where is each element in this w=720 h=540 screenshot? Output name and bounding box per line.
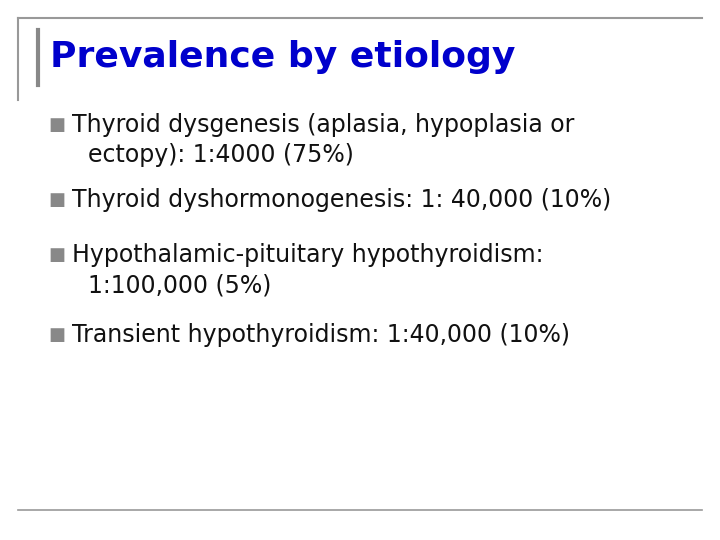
Text: Transient hypothyroidism: 1:40,000 (10%): Transient hypothyroidism: 1:40,000 (10%)	[72, 323, 570, 347]
Text: ■: ■	[48, 191, 65, 209]
Text: Thyroid dysgenesis (aplasia, hypoplasia or: Thyroid dysgenesis (aplasia, hypoplasia …	[72, 113, 575, 137]
Text: Thyroid dyshormonogenesis: 1: 40,000 (10%): Thyroid dyshormonogenesis: 1: 40,000 (10…	[72, 188, 611, 212]
Text: 1:100,000 (5%): 1:100,000 (5%)	[88, 273, 271, 297]
Text: ■: ■	[48, 246, 65, 264]
Text: ■: ■	[48, 116, 65, 134]
Text: ■: ■	[48, 326, 65, 344]
Text: Prevalence by etiology: Prevalence by etiology	[50, 40, 516, 74]
Text: ectopy): 1:4000 (75%): ectopy): 1:4000 (75%)	[88, 143, 354, 167]
Text: Hypothalamic-pituitary hypothyroidism:: Hypothalamic-pituitary hypothyroidism:	[72, 243, 544, 267]
